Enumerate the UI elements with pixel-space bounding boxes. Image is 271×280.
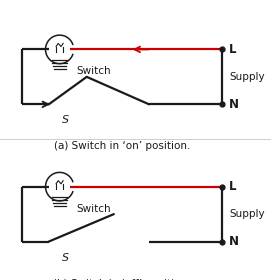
Text: L: L bbox=[229, 43, 237, 56]
Text: N: N bbox=[229, 235, 239, 248]
Text: (b) Switch in ‘off’ position.: (b) Switch in ‘off’ position. bbox=[53, 279, 191, 280]
Text: Supply: Supply bbox=[229, 72, 264, 82]
Text: (a) Switch in ‘on’ position.: (a) Switch in ‘on’ position. bbox=[54, 141, 190, 151]
Text: S: S bbox=[62, 253, 69, 263]
Text: Supply: Supply bbox=[229, 209, 264, 219]
Text: Switch: Switch bbox=[76, 66, 111, 76]
Text: Switch: Switch bbox=[76, 204, 111, 214]
Text: L: L bbox=[229, 180, 237, 193]
Text: N: N bbox=[229, 98, 239, 111]
Text: S: S bbox=[62, 115, 69, 125]
